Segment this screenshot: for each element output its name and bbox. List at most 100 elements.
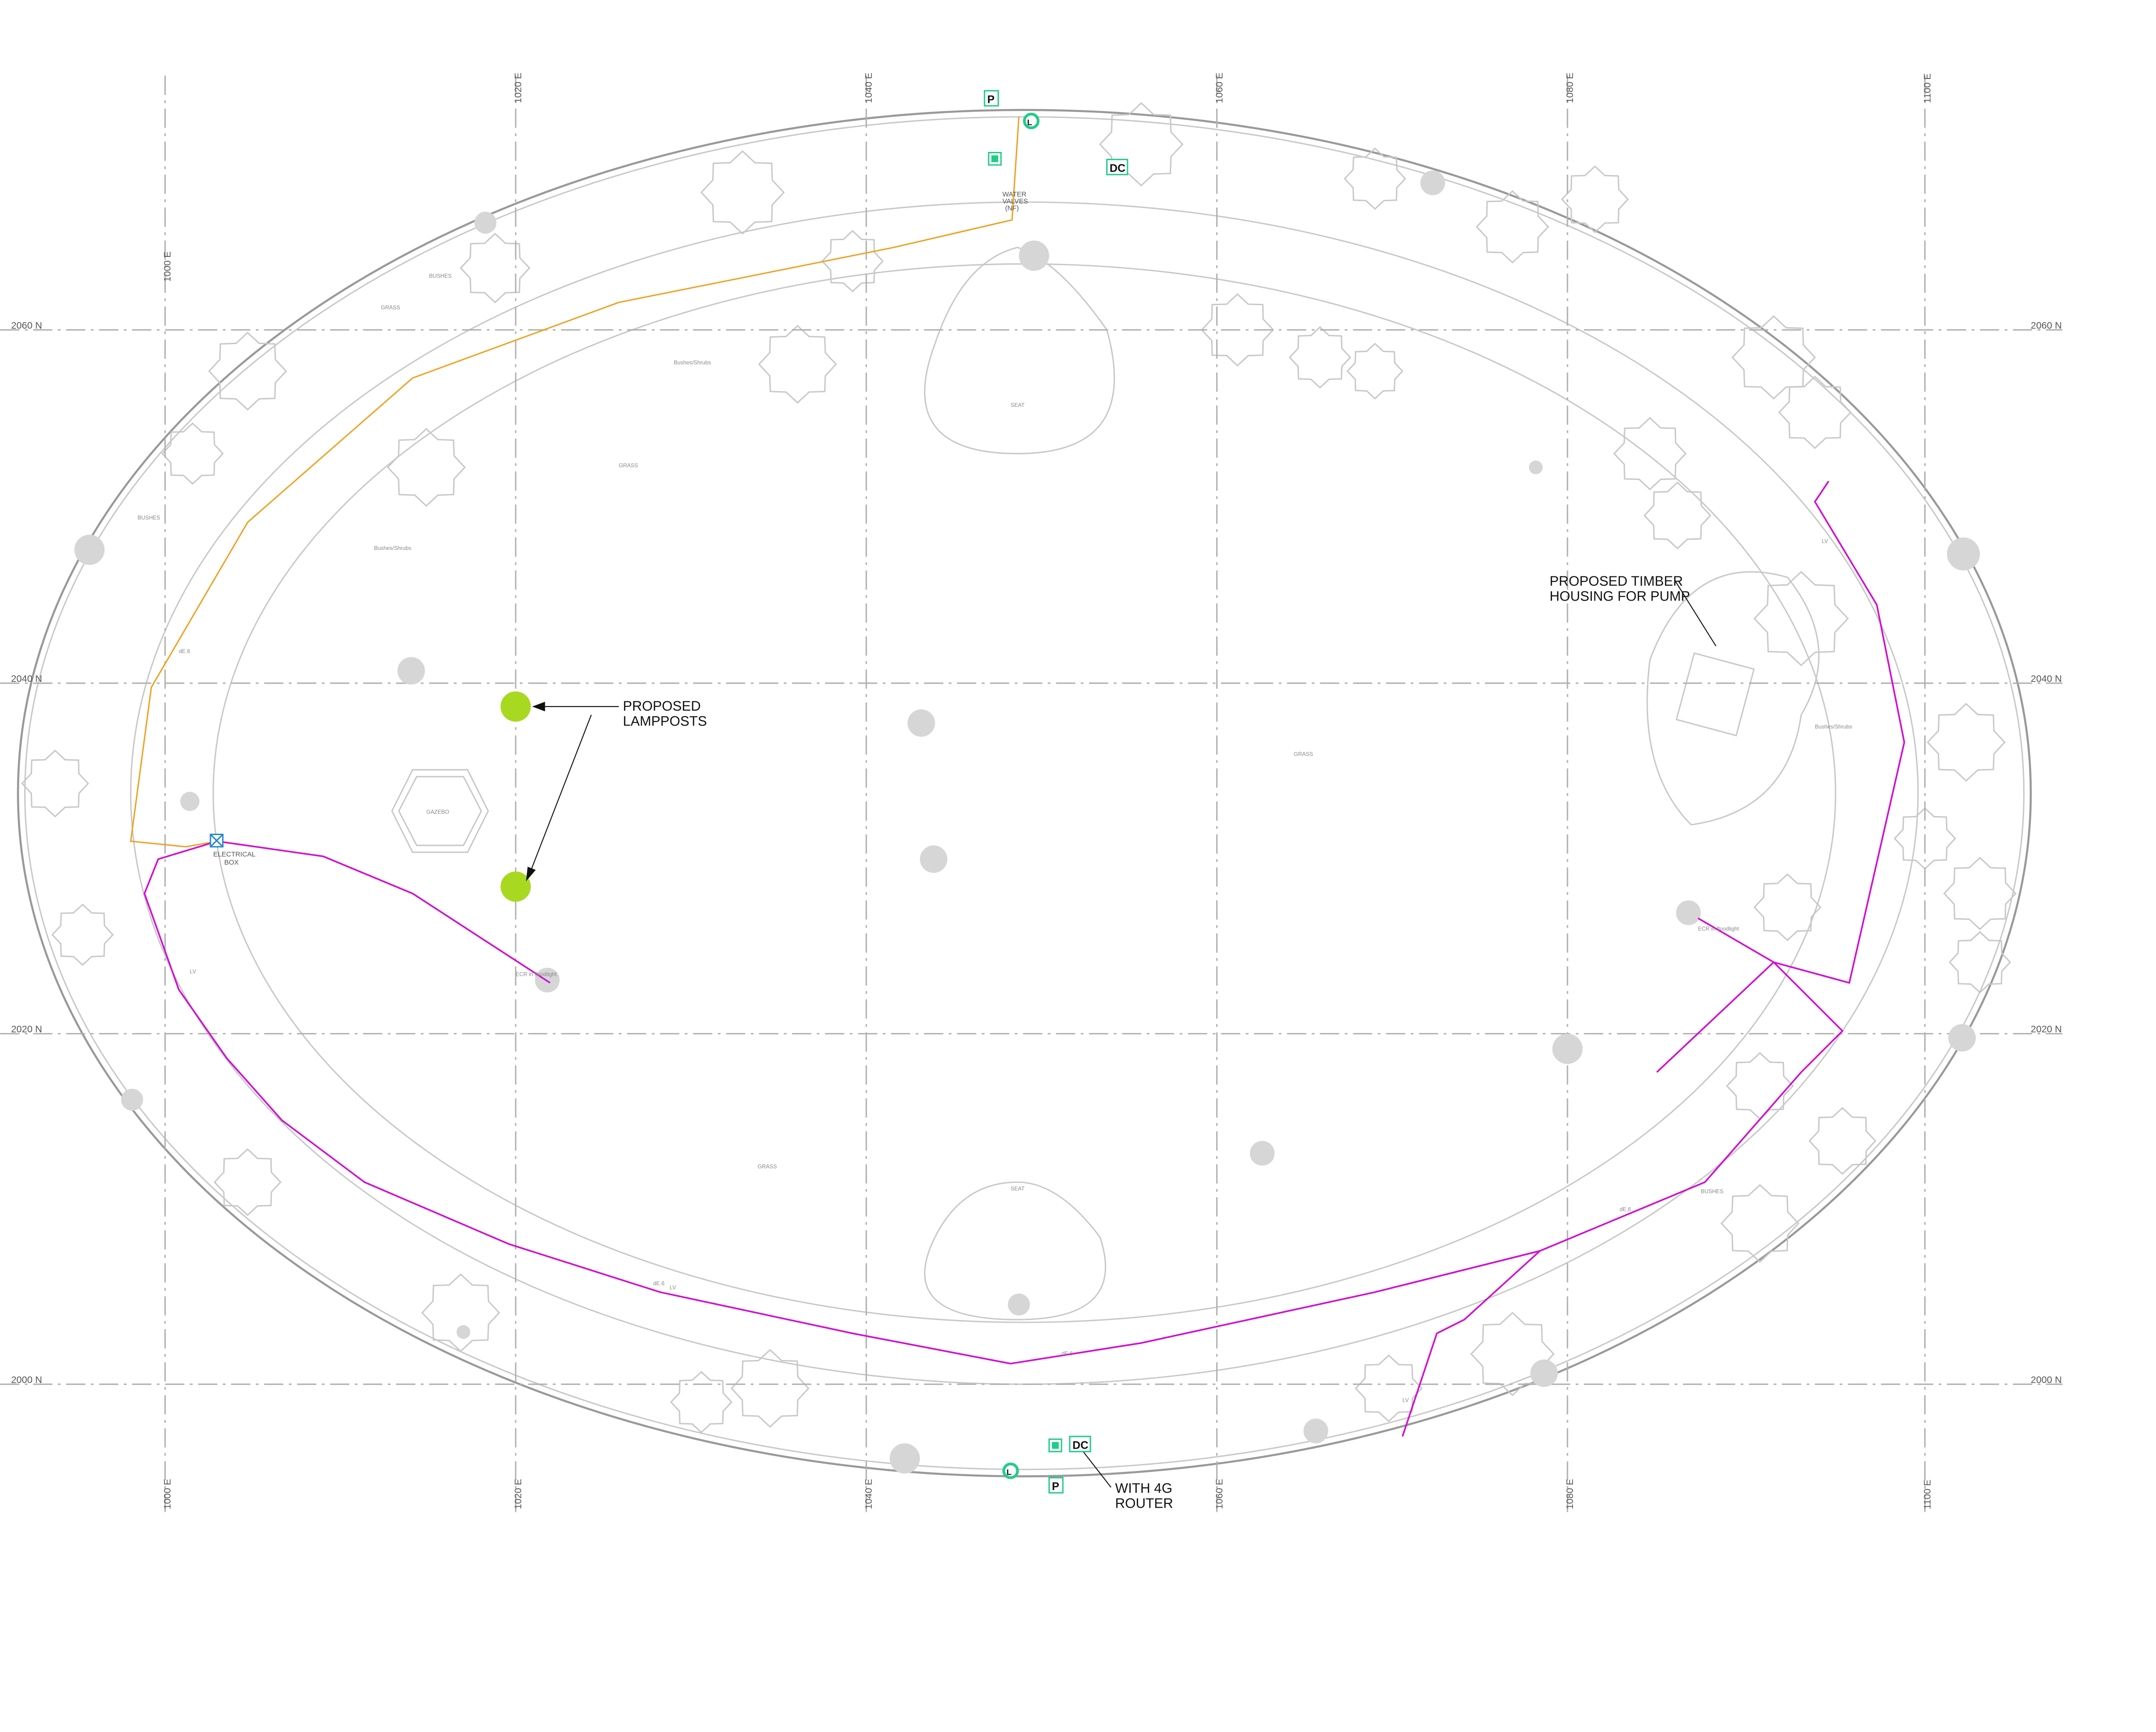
annotations: PROPOSED LAMPPOSTS PROPOSED TIMBER HOUSING… [213, 191, 1690, 1511]
small-label: LV [1822, 538, 1828, 544]
easting-label: 1060 E [1214, 72, 1225, 103]
existing-lampposts [74, 170, 1980, 1474]
annotation-line: BOX [224, 859, 239, 867]
small-label: GRASS [758, 1163, 777, 1170]
tree [421, 1273, 500, 1353]
annotation-line: PROPOSED [623, 699, 701, 714]
small-label: SEAT [1010, 402, 1024, 408]
small-label: dE.6 [1062, 1350, 1073, 1357]
tree [51, 903, 114, 966]
northing-label: 2020 N [11, 1024, 42, 1035]
tree [1894, 807, 1956, 870]
marker: L [1007, 1468, 1012, 1477]
cables [130, 117, 1905, 1437]
small-labels: GRASS GRASS GRASS GRASS BUSHES BUSHES BU… [138, 273, 1852, 1404]
tree [1753, 873, 1822, 941]
tree [1475, 190, 1549, 264]
tree [1808, 1107, 1877, 1175]
northing-label: 2060 N [11, 320, 42, 331]
small-label: ECR in floodlight [1698, 926, 1739, 932]
tree [1613, 417, 1687, 490]
annotation-line: LAMPPOSTS [623, 714, 707, 729]
marker: P [987, 94, 995, 106]
tree [213, 1148, 282, 1216]
tree [161, 422, 224, 485]
easting-label: 1080 E [1565, 1479, 1575, 1510]
tree [730, 1349, 810, 1428]
easting-label: 1040 E [864, 72, 874, 103]
lamppost [500, 691, 531, 722]
easting-label: 1100 E [1922, 1479, 1933, 1509]
lv-cable [1697, 917, 1774, 963]
lv-cable [144, 480, 1905, 1365]
markers: P L DC P L DC [210, 90, 1128, 1494]
small-label: GRASS [381, 304, 400, 311]
gazebo-shape [391, 769, 489, 853]
lv-cable [1402, 1250, 1541, 1437]
tree [1346, 342, 1403, 400]
tree [670, 1371, 733, 1433]
marker: L [1027, 118, 1032, 127]
proposed-lampposts [500, 691, 531, 902]
easting-label: 1080 E [1565, 72, 1575, 103]
tree [1470, 1312, 1555, 1396]
tree [1753, 571, 1849, 667]
small-label: Bushes/Shrubs [674, 359, 711, 366]
small-label: dE.6 [1620, 1206, 1632, 1212]
marker: DC [1073, 1439, 1088, 1451]
easting-label: 1040 E [864, 1479, 874, 1510]
easting-label: 1020 E [513, 72, 524, 103]
small-label: ECR in floodlight [516, 971, 557, 977]
tree [208, 332, 287, 411]
marker: P [1052, 1481, 1059, 1493]
lamppost [500, 871, 531, 902]
grid-lines [0, 75, 2063, 1512]
small-label: GRASS [619, 462, 638, 469]
small-label: Bushes/Shrubs [374, 545, 411, 551]
annotation-line: WITH 4G [1115, 1481, 1172, 1496]
northing-label: 2000 N [2031, 1374, 2062, 1385]
marker-box [983, 90, 999, 107]
small-label: BUSHES [138, 515, 160, 521]
tree [1343, 147, 1406, 210]
tree [758, 325, 837, 404]
tree [1778, 375, 1852, 449]
leaders [526, 580, 1717, 1488]
annotation-line: ELECTRICAL [213, 851, 256, 858]
annotation-line: WATER [1003, 191, 1027, 198]
annotation-line: PROPOSED TIMBER [1550, 574, 1683, 589]
tree [1355, 1354, 1423, 1423]
easting-label: 1000 E [162, 251, 173, 282]
annotation: ELECTRICAL BOX [213, 851, 256, 867]
small-label: LV [190, 968, 197, 974]
tree [459, 233, 531, 304]
tree [1643, 481, 1711, 549]
tree [821, 230, 884, 293]
tree [1720, 1184, 1800, 1263]
tree [1943, 856, 2017, 930]
marker: DC [1110, 163, 1126, 175]
lv-cable [1656, 961, 1775, 1073]
small-label: dE.6 [653, 1280, 665, 1287]
tree [1289, 326, 1351, 389]
annotation: WATER VALVES (NF) [1003, 191, 1028, 212]
small-label: LV [1402, 1397, 1409, 1404]
easting-label: 1100 E [1922, 73, 1933, 103]
annotation-line: ROUTER [1115, 1496, 1173, 1511]
annotation-line: VALVES [1003, 198, 1028, 205]
small-label: GRASS [1294, 751, 1313, 758]
small-label: dE.6 [179, 648, 190, 654]
annotation: PROPOSED LAMPPOSTS [623, 699, 707, 729]
northing-label: 2040 N [11, 673, 42, 684]
tree [1561, 165, 1629, 234]
trees [21, 102, 2017, 1433]
small-label: Bushes/Shrubs [1815, 724, 1852, 730]
northing-label: 2020 N [2031, 1024, 2062, 1035]
northing-label: 2060 N [2031, 320, 2062, 331]
northing-label: 2000 N [11, 1374, 42, 1385]
water-pipe [130, 117, 1020, 848]
gazebo-label: GAZEBO [426, 809, 449, 815]
grid-labels: 2060 N 2040 N 2020 N 2000 N 2060 N 2040 … [11, 72, 2062, 1509]
tree [1927, 703, 2006, 782]
